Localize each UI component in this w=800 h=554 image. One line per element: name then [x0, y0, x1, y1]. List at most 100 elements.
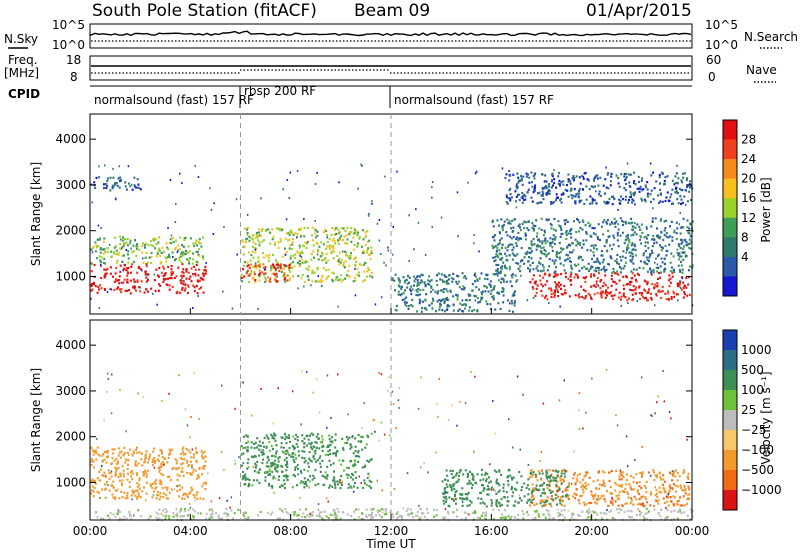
power-data-cell-2139 [668, 199, 671, 203]
vel-data-cell-681 [281, 470, 284, 473]
power-data-cell-1562 [678, 252, 681, 255]
power-data-cell-1186 [548, 274, 551, 277]
power-data-cell-2002 [557, 175, 560, 178]
power-data-cell-2268 [584, 171, 587, 175]
power-data-cell-779 [258, 228, 261, 231]
power-data-cell-1168 [634, 292, 637, 295]
power-data-cell-63 [168, 284, 171, 287]
power-data-cell-782 [271, 228, 274, 231]
power-data-cell-1974 [515, 185, 518, 188]
vel-data-cell-721 [266, 470, 269, 473]
vel-data-cell-437 [346, 476, 349, 479]
power-data-cell-2266 [637, 187, 640, 190]
vel-data-cell-130 [135, 448, 138, 451]
power-data-cell-1141 [659, 290, 662, 293]
power-data-cell-613 [331, 246, 334, 249]
power-data-cell-1661 [544, 250, 547, 253]
power-data-cell-2157 [558, 179, 561, 182]
power-data-cell-1422 [634, 226, 637, 229]
power-data-cell-218 [131, 251, 134, 254]
power-data-cell-2153 [524, 195, 527, 198]
power-data-cell-2306 [447, 298, 450, 301]
power-data-cell-1985 [673, 183, 676, 186]
power-data-cell-2419 [489, 303, 492, 306]
vel-data-cell-1630 [500, 513, 503, 516]
vel-data-cell-873 [668, 491, 671, 494]
power-data-cell-1742 [684, 238, 687, 241]
power-data-cell-1657 [548, 265, 551, 268]
vel-data-cell-659 [354, 450, 357, 453]
power-data-cell-2681 [316, 230, 319, 233]
power-data-cell-1479 [680, 255, 683, 258]
power-data-cell-637 [262, 256, 265, 259]
vel-data-cell-751 [349, 485, 352, 488]
power-data-cell-2498 [411, 288, 414, 291]
power-data-cell-557 [354, 279, 357, 282]
power-data-cell-1504 [578, 230, 580, 233]
vel-data-cell-631 [246, 448, 249, 452]
vel-data-cell-1285 [466, 498, 469, 501]
power-data-cell-1084 [540, 289, 543, 293]
power-data-cell-2448 [446, 297, 449, 300]
power-data-cell-990 [632, 289, 635, 292]
vel-data-cell-1855 [435, 508, 438, 511]
vel-data-cell-2119 [382, 511, 384, 514]
power-data-cell-1522 [683, 251, 686, 254]
vel-data-cell-560 [242, 475, 245, 478]
power-data-cell-279 [94, 250, 97, 253]
power-data-cell-736 [338, 251, 341, 254]
power-data-cell-2064 [580, 199, 583, 202]
vel-data-cell-1617 [613, 518, 616, 521]
power-data-cell-1445 [635, 233, 638, 236]
vel-data-cell-318 [137, 492, 140, 495]
vel-data-cell-1850 [442, 517, 445, 520]
power-data-cell-1224 [601, 254, 604, 257]
power-data-cell-2664 [549, 190, 551, 193]
power-data-cell-2477 [442, 291, 445, 294]
power-data-cell-1926 [579, 182, 582, 185]
power-data-cell-53 [135, 289, 137, 292]
power-data-cell-2298 [489, 280, 492, 283]
vel-data-cell-342 [123, 491, 126, 494]
vel-data-cell-162 [111, 457, 114, 460]
vel-data-cell-1861 [588, 508, 590, 511]
vel-data-cell-433 [251, 484, 254, 487]
power-data-cell-181 [138, 266, 140, 269]
vel-data-cell-1842 [426, 508, 428, 511]
power-data-cell-2619 [254, 248, 257, 251]
power-data-cell-2442 [418, 293, 421, 296]
power-data-cell-1418 [631, 258, 634, 261]
cpid-segment-1: normalsound (fast) 157 RF [94, 93, 254, 107]
vel-data-cell-293 [101, 454, 104, 457]
power-data-cell-1144 [600, 296, 603, 299]
power-data-cell-1369 [564, 231, 567, 234]
power-data-cell-1688 [631, 228, 634, 232]
vel-data-cell-1691 [626, 509, 629, 513]
vel-data-cell-147 [145, 481, 148, 484]
vel-data-cell-1435 [455, 481, 458, 484]
power-data-cell-1412 [621, 231, 624, 234]
vel-data-cell-2006 [547, 502, 550, 505]
power-data-cell-893 [269, 280, 272, 283]
power-data-cell-888 [269, 277, 272, 280]
power-data-cell-605 [347, 269, 350, 273]
vel-data-cell-1434 [503, 496, 506, 499]
power-data-cell-1103 [604, 284, 607, 287]
power-data-cell-1299 [651, 217, 654, 220]
vel-data-cell-234 [190, 464, 193, 467]
power-data-cell-380 [184, 253, 187, 256]
power-data-cell-2587 [464, 298, 467, 302]
power-data-cell-2019 [562, 183, 565, 186]
vel-data-cell-442 [297, 450, 300, 453]
power-data-cell-2158 [658, 176, 661, 179]
vel-data-cell-2105 [380, 421, 383, 424]
vel-data-cell-476 [370, 486, 372, 489]
power-data-cell-2389 [513, 304, 516, 307]
power-data-cell-2183 [680, 189, 683, 192]
vel-data-cell-574 [253, 470, 256, 473]
power-data-cell-1540 [652, 235, 655, 238]
power-data-cell-317 [202, 257, 205, 260]
power-data-cell-2567 [510, 299, 513, 303]
vel-data-cell-1547 [435, 514, 438, 517]
